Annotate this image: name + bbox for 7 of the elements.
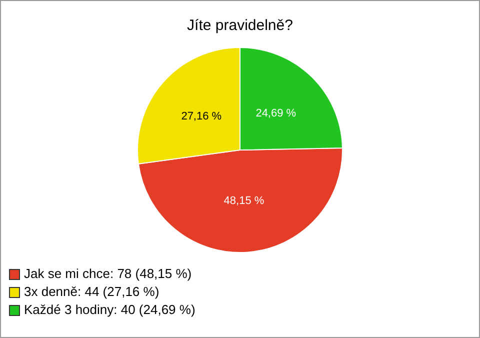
- legend-label: Každé 3 hodiny: 40 (24,69 %): [24, 301, 196, 319]
- legend-label: 3x denně: 44 (27,16 %): [24, 283, 160, 301]
- data-label: 24,69 %: [256, 107, 296, 120]
- data-label: 27,16 %: [181, 110, 222, 122]
- data-label: 48,15 %: [224, 195, 264, 208]
- legend-label: Jak se mi chce: 78 (48,15 %): [24, 265, 192, 283]
- chart-title: Jíte pravidelně?: [187, 17, 293, 34]
